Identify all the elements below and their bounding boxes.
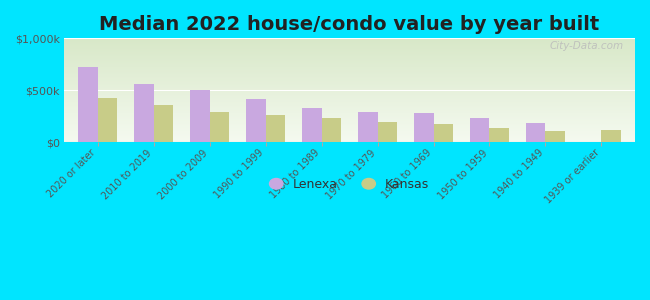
Bar <box>98 98 118 142</box>
Legend: Lenexa, Kansas: Lenexa, Kansas <box>265 173 434 196</box>
Bar <box>322 118 341 142</box>
Bar <box>246 99 266 142</box>
Bar <box>266 115 285 142</box>
Bar <box>489 128 509 142</box>
Bar <box>210 112 229 142</box>
Bar <box>358 112 378 142</box>
Bar <box>302 108 322 142</box>
Bar <box>434 124 453 142</box>
Bar <box>134 84 153 142</box>
Bar <box>153 105 174 142</box>
Bar <box>414 113 434 142</box>
Bar <box>190 90 210 142</box>
Bar <box>545 131 565 142</box>
Text: City-Data.com: City-Data.com <box>549 41 623 52</box>
Bar <box>378 122 397 142</box>
Title: Median 2022 house/condo value by year built: Median 2022 house/condo value by year bu… <box>99 15 600 34</box>
Bar <box>601 130 621 142</box>
Bar <box>526 123 545 142</box>
Bar <box>78 68 98 142</box>
Bar <box>470 118 489 142</box>
